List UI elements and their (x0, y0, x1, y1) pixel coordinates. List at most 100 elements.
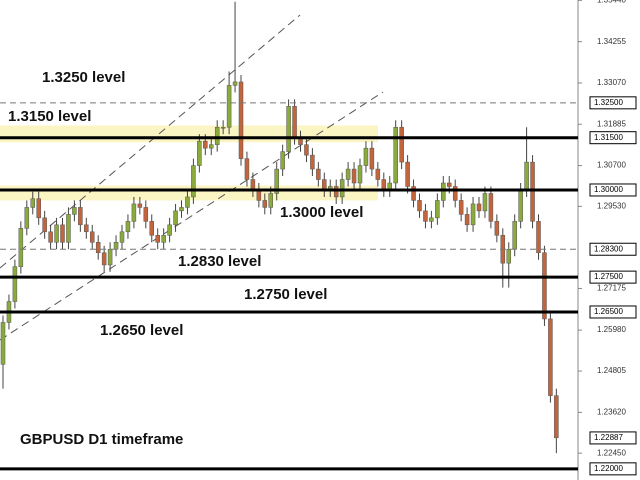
last-price-box (589, 431, 637, 445)
level-label: 1.26500 (594, 307, 623, 316)
y-tick-label: 1.24805 (597, 366, 626, 375)
candle-body (524, 161, 529, 191)
level-label: 1.32500 (594, 98, 623, 107)
level-annotation: 1.2750 level (244, 286, 327, 303)
candle-body (542, 252, 547, 320)
level-annotation: 1.3150 level (8, 108, 91, 125)
candle-body (54, 224, 59, 243)
candle-body (452, 186, 458, 201)
candle-body (137, 203, 143, 208)
level-box (589, 131, 637, 145)
y-tick-label: 1.33070 (597, 78, 626, 87)
candle-body (90, 231, 95, 243)
candle-body (173, 210, 178, 226)
y-tick-label: 1.31885 (597, 119, 626, 128)
candle-body (24, 207, 30, 229)
candle-body (232, 81, 238, 86)
level-box (589, 242, 637, 256)
level-annotation: 1.2650 level (100, 322, 183, 339)
candle-body (393, 126, 398, 184)
candle-body (179, 207, 184, 212)
candle-body (333, 186, 339, 198)
level-annotation: 1.3000 level (280, 204, 363, 221)
candle-body (518, 189, 523, 222)
candle-body (256, 189, 262, 201)
candle-body (84, 224, 89, 233)
y-tick-label: 1.30700 (597, 161, 626, 170)
y-tick-label: 1.29530 (597, 201, 626, 210)
level-label: 1.22000 (594, 464, 623, 473)
candle-body (214, 126, 220, 145)
candle-body (447, 182, 452, 187)
candle-body (316, 168, 321, 180)
candle-body (131, 203, 137, 222)
candle-body (369, 147, 375, 170)
y-tick-label: 1.25980 (597, 325, 626, 334)
candle-body (220, 126, 226, 129)
candle-body (399, 126, 404, 163)
candle-body (292, 106, 297, 138)
candle-body (72, 207, 77, 215)
candle-body (36, 198, 41, 219)
candle-body (536, 221, 541, 253)
candle-body (423, 210, 428, 222)
candle-body (482, 193, 488, 212)
level-annotation: 1.3250 level (42, 69, 125, 86)
level-label: 1.30000 (594, 185, 623, 194)
candle-body (167, 224, 172, 236)
trend-line (0, 91, 384, 341)
candle-body (125, 221, 131, 233)
y-tick-label: 1.22450 (597, 448, 626, 457)
candle-body (464, 214, 470, 226)
candle-body (42, 217, 47, 233)
candle-body (310, 154, 315, 170)
candle-body (143, 207, 149, 222)
candle-body (113, 242, 119, 250)
candle-body (30, 198, 35, 208)
candle-body (191, 165, 196, 198)
candle-body (375, 168, 381, 180)
candle-body (441, 182, 446, 201)
candle-body (405, 161, 410, 187)
candle-body (48, 231, 53, 243)
level-box (589, 462, 637, 476)
candle-body (66, 214, 71, 243)
candle-body (506, 248, 511, 264)
candle-body (101, 252, 107, 266)
level-box (589, 183, 637, 197)
y-tick-label: 1.23620 (597, 407, 626, 416)
last-price-label: 1.22887 (594, 433, 623, 442)
candle-body (458, 200, 464, 215)
level-box (589, 96, 637, 110)
candle-body (238, 81, 244, 159)
candle-body (95, 242, 101, 253)
candle-body (339, 179, 345, 198)
level-box (589, 305, 637, 319)
candle-body (470, 203, 476, 226)
candle-body (209, 144, 214, 149)
candle-body (155, 235, 160, 243)
level-label: 1.31500 (594, 133, 623, 142)
candle-body (250, 179, 256, 191)
level-box (589, 270, 637, 284)
candle-body (512, 221, 517, 250)
candle-body (119, 231, 125, 243)
level-label: 1.27500 (594, 272, 623, 281)
chart-title: GBPUSD D1 timeframe (20, 431, 183, 448)
candle-body (494, 221, 500, 236)
candle-body (0, 322, 6, 365)
candle-body (530, 161, 535, 222)
candle-body (345, 168, 351, 180)
candle-body (411, 186, 416, 201)
level-label: 1.28300 (594, 244, 623, 253)
candle-body (197, 140, 202, 166)
candle-body (274, 168, 279, 194)
candle-body (435, 200, 440, 219)
candle-body (322, 179, 327, 191)
candle-body (429, 217, 434, 222)
candle-body (381, 179, 387, 191)
candle-body (18, 228, 24, 267)
candle-body (244, 158, 250, 180)
candle-body (203, 140, 208, 149)
